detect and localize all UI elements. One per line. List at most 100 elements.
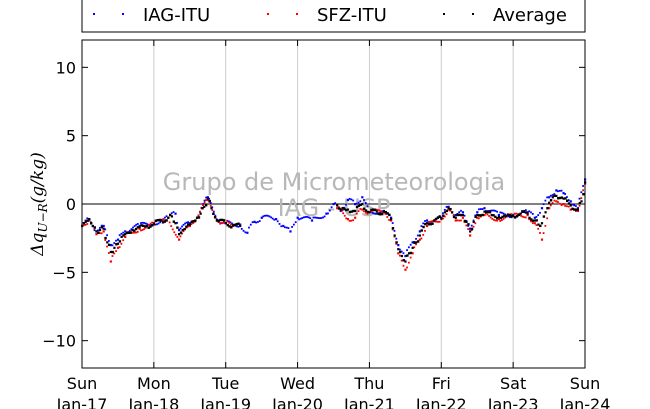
data-point (171, 228, 174, 231)
data-point (102, 227, 105, 230)
data-point (181, 225, 183, 228)
data-point (465, 224, 468, 227)
data-point (535, 224, 538, 226)
x-tick-label-date: Jan-21 (343, 395, 395, 409)
data-point (456, 213, 459, 217)
data-point (472, 225, 475, 228)
data-point (206, 198, 209, 202)
data-point (265, 214, 268, 217)
x-tick-label-date: Jan-19 (199, 395, 251, 409)
data-point (133, 231, 136, 234)
data-point (560, 204, 563, 207)
data-point (576, 208, 580, 211)
data-point (452, 214, 455, 217)
data-point (242, 229, 245, 232)
data-point (474, 215, 477, 219)
data-point (566, 199, 569, 203)
data-point (391, 222, 394, 224)
data-point (222, 221, 225, 224)
data-point (483, 207, 486, 210)
data-point (98, 232, 101, 234)
data-point (237, 222, 240, 225)
data-point (445, 209, 449, 213)
data-point (111, 244, 114, 247)
data-point (337, 206, 340, 209)
data-point (504, 213, 506, 216)
data-point (539, 232, 541, 234)
data-point (513, 216, 517, 219)
data-point (479, 214, 483, 217)
data-point (404, 260, 407, 263)
data-point (125, 231, 129, 234)
data-point (345, 217, 348, 220)
data-point (562, 203, 565, 206)
data-point (127, 231, 131, 234)
data-point (483, 210, 486, 213)
data-point (375, 210, 378, 213)
data-point (211, 209, 214, 211)
data-point (82, 221, 86, 225)
data-point (100, 232, 103, 235)
data-point (542, 232, 545, 235)
data-point (549, 194, 552, 197)
data-point (84, 219, 87, 222)
data-point (122, 239, 125, 242)
data-point (520, 214, 522, 217)
data-point (528, 216, 531, 220)
data-point (379, 210, 382, 213)
data-point (504, 215, 508, 218)
data-point (483, 213, 486, 217)
data-point (460, 209, 462, 212)
data-point (255, 221, 258, 224)
data-point (447, 207, 450, 210)
data-point (342, 212, 345, 215)
data-point (494, 215, 497, 219)
data-point (174, 222, 177, 225)
data-point (398, 250, 402, 254)
data-point (578, 197, 581, 200)
data-point (164, 219, 166, 222)
data-point (212, 212, 215, 216)
data-point (341, 206, 344, 210)
data-point (228, 222, 231, 224)
data-point (149, 225, 152, 228)
data-point (299, 217, 302, 220)
data-point (111, 250, 114, 254)
data-point (433, 219, 436, 222)
data-point (248, 226, 250, 229)
legend-box (81, 0, 586, 33)
data-point (104, 239, 107, 241)
data-point (562, 192, 565, 195)
data-point (521, 210, 524, 213)
data-point (86, 217, 89, 220)
x-tick-label-day: Wed (280, 374, 315, 393)
data-point (270, 216, 273, 219)
data-point (102, 224, 105, 228)
data-point (182, 223, 185, 226)
data-point (381, 210, 384, 213)
series-iag-itu (81, 178, 587, 258)
data-point (382, 210, 385, 213)
data-point (566, 205, 568, 208)
data-point (149, 222, 152, 225)
data-point (350, 210, 353, 213)
data-point (409, 243, 412, 246)
data-point (443, 211, 447, 214)
data-point (544, 199, 547, 202)
data-point (481, 213, 485, 217)
legend-marker (443, 13, 445, 15)
data-point (402, 259, 405, 262)
data-point (165, 215, 168, 218)
data-point (309, 217, 312, 220)
data-point (357, 204, 361, 207)
data-point (478, 217, 480, 220)
data-point (302, 216, 305, 219)
data-point (384, 213, 387, 215)
data-point (179, 231, 183, 234)
data-point (418, 238, 421, 241)
data-point (165, 219, 168, 222)
data-point (133, 225, 136, 227)
data-point (539, 211, 541, 214)
data-point (537, 223, 540, 226)
data-point (548, 207, 551, 210)
